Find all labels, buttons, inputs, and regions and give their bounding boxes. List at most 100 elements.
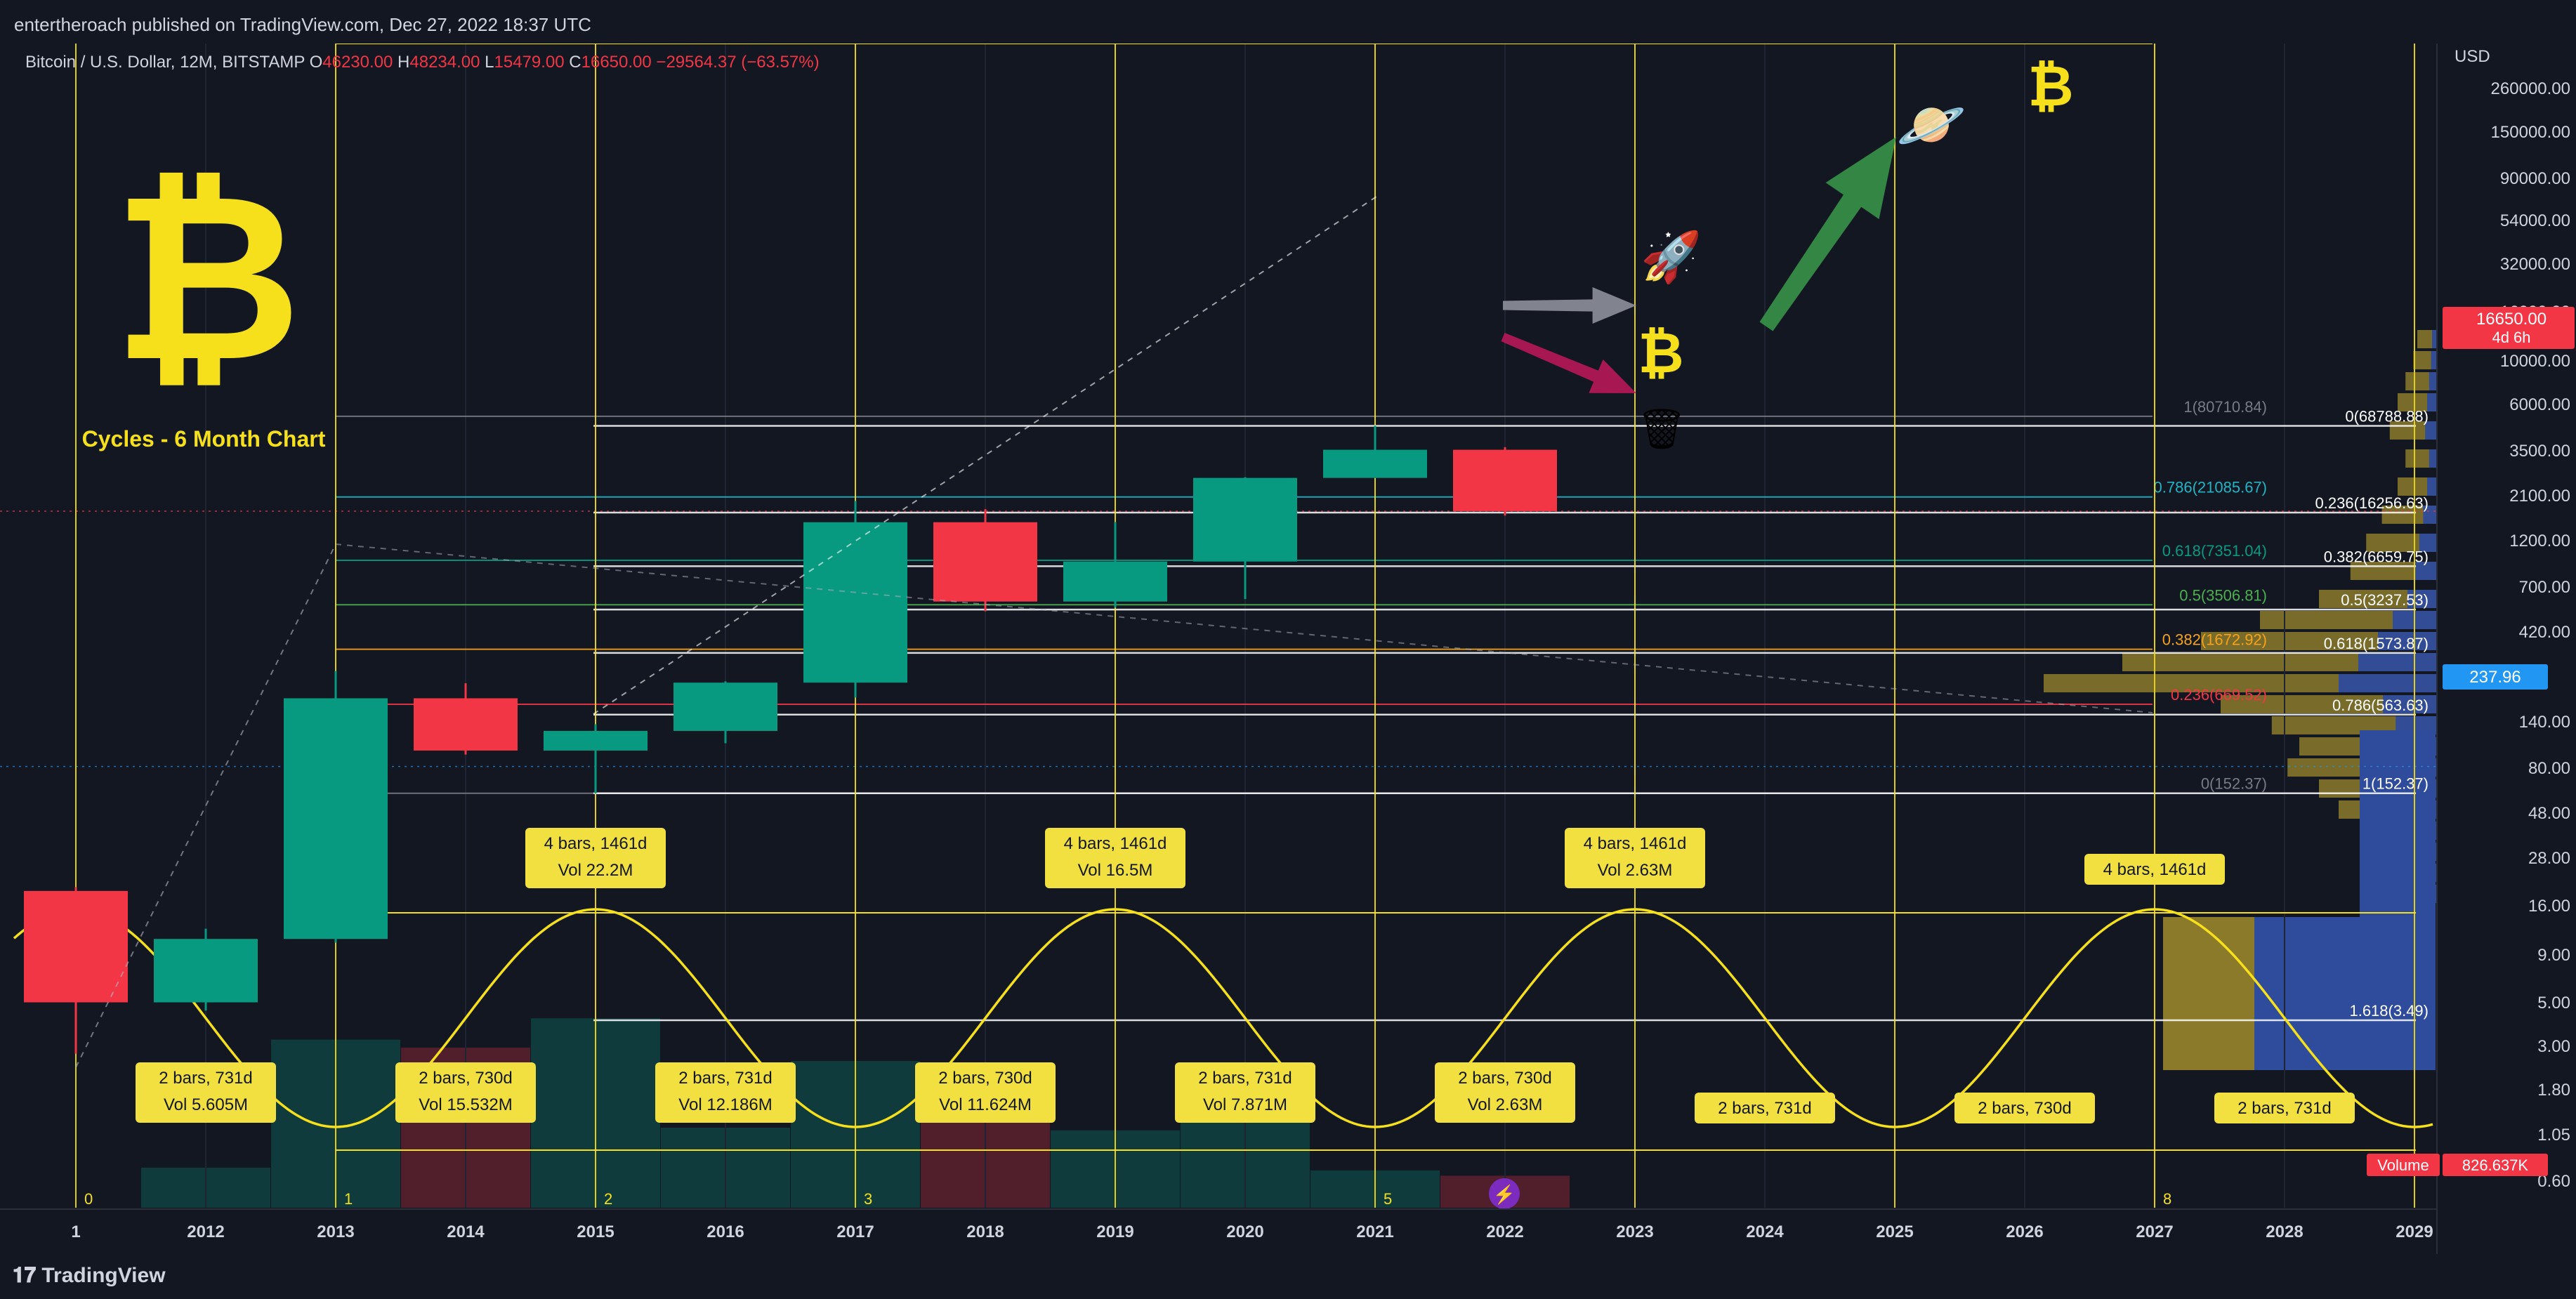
cycle-2y-label-text: 2 bars, 731d: [1718, 1099, 1811, 1118]
price-tick-label: 32000.00: [2500, 255, 2570, 274]
cycle-2y-label-text: 2 bars, 730d: [419, 1069, 512, 1088]
price-tick-label: 10000.00: [2500, 352, 2570, 371]
volume-profile-row-value: [2383, 695, 2437, 713]
price-tick-label: 140.00: [2519, 713, 2570, 732]
price-tick-label: 9.00: [2537, 946, 2570, 965]
price-tick-label: 90000.00: [2500, 169, 2570, 188]
time-tick-label: 2024: [1746, 1222, 1784, 1241]
time-tick-label: 2019: [1096, 1222, 1133, 1241]
volume-profile-block: [2254, 917, 2436, 1070]
symbol-legend: Bitcoin / U.S. Dollar, 12M, BITSTAMP O46…: [25, 53, 820, 72]
time-tick-label: 2021: [1356, 1222, 1393, 1241]
lightning-icon: ⚡: [1493, 1184, 1516, 1206]
price-tick-label: 28.00: [2528, 849, 2570, 868]
candle-body: [154, 939, 258, 1003]
cycle-2y-label-bg: [2214, 1093, 2355, 1123]
candle-body: [284, 698, 388, 939]
fib-right-label: 1(152.37): [2363, 775, 2429, 793]
candle-body: [1453, 449, 1557, 511]
cycle-2y-label-bg: [915, 1062, 1056, 1123]
cycle-2y-label-bg: [395, 1062, 536, 1123]
cycle-4y-label-bg: [1045, 828, 1185, 888]
fib-left-label: 0.786(21085.67): [2154, 479, 2267, 496]
volume-profile-block: [2163, 917, 2254, 1070]
cycle-2y-label-text: Vol 7.871M: [1203, 1095, 1287, 1114]
volume-value-text: 826.637K: [2462, 1156, 2529, 1174]
fib-left-label: 0(152.37): [2201, 775, 2267, 793]
tradingview-logo[interactable]: 𝟏𝟕 TradingView: [13, 1264, 166, 1288]
cycle-2y-label-text: 2 bars, 731d: [678, 1069, 772, 1088]
time-tick-label: 2023: [1616, 1222, 1653, 1241]
cycle-index-label: 0: [84, 1190, 93, 1208]
volume-profile-row-value: [2427, 477, 2437, 496]
time-axis[interactable]: 1 2012 2013 2014 2015 2016 2017 2018 2019 2020 202…: [0, 1208, 2437, 1241]
time-tick-label: 2028: [2266, 1222, 2303, 1241]
cycle-index-label: 2: [604, 1190, 612, 1208]
cycle-2y-label-bg: [1435, 1062, 1575, 1123]
fib-left-label: 0.382(1672.92): [2162, 631, 2267, 649]
symbol-legend-part: 16650.00: [581, 53, 657, 72]
publisher-line: entertheroach published on TradingView.c…: [14, 14, 591, 35]
volume-profile-row-value: [2423, 506, 2437, 524]
cycle-2y-label-text: Vol 15.532M: [419, 1095, 512, 1114]
time-tick-label: 2025: [1876, 1222, 1913, 1241]
fib-right-label: 0.382(6659.75): [2324, 548, 2429, 565]
chart-header: entertheroach published on TradingView.c…: [0, 0, 2576, 44]
price-tick-label: 54000.00: [2500, 211, 2570, 230]
price-axis-bg: [2437, 44, 2576, 1254]
symbol-legend-part: H: [397, 53, 409, 72]
cycle-2y-label-text: 2 bars, 730d: [1458, 1069, 1551, 1088]
price-tick-label: 3.00: [2537, 1037, 2570, 1056]
green-arrow: [1759, 137, 1896, 331]
cycle-2y-label-text: 2 bars, 730d: [1978, 1099, 2071, 1118]
tradingview-logo-text: TradingView: [41, 1264, 166, 1287]
price-chart[interactable]: 1(80710.84) 0.786(21085.67) 0.618(7351.04)…: [0, 44, 2576, 1254]
candle-body: [24, 890, 128, 1003]
time-tick-label: 2020: [1226, 1222, 1263, 1241]
price-tick-label: 16.00: [2528, 897, 2570, 916]
volume-profile-block: [2360, 730, 2436, 917]
volume-profile-row-value: [2419, 534, 2437, 552]
cycle-2y-label-text: Vol 11.624M: [939, 1095, 1032, 1114]
chart-footer: 𝟏𝟕 TradingView: [0, 1254, 2576, 1299]
fib-left-label: 0.5(3506.81): [2179, 586, 2267, 604]
candles: [24, 426, 1557, 1054]
volume-profile-row-value: [2407, 590, 2437, 608]
volume-profile-row-value: [2415, 562, 2437, 580]
cycle-2y-label-bg: [1695, 1093, 1835, 1123]
candle-body: [414, 698, 518, 751]
rocket-icon: 🚀: [1641, 229, 1702, 285]
candle-body: [673, 683, 777, 731]
crosshair-price-badge: [2443, 664, 2548, 690]
fib-left-label: 0.618(7351.04): [2162, 542, 2267, 560]
price-tick-label: 700.00: [2519, 578, 2570, 597]
volume-label-text: Volume: [2377, 1156, 2429, 1174]
cycle-2y-label-bg: [1954, 1093, 2095, 1123]
price-tick-label: 1.05: [2537, 1126, 2570, 1145]
time-tick-label: 2014: [447, 1222, 485, 1241]
cycle-4y-label-text: Vol 2.63M: [1598, 861, 1673, 880]
crosshair-price-value: 237.96: [2469, 668, 2521, 687]
fib-right-label: 1.618(3.49): [2349, 1002, 2429, 1020]
cycle-2y-label-bg: [136, 1062, 276, 1123]
fib-right-label: 0.786(563.63): [2332, 697, 2429, 714]
symbol-legend-part: 48234.00: [409, 53, 485, 72]
cycle-4y-label-bg: [2084, 854, 2225, 885]
cycle-2y-label-text: 2 bars, 731d: [1198, 1069, 1292, 1088]
cycle-2y-label-text: 2 bars, 730d: [938, 1069, 1032, 1088]
time-tick-label: 2016: [707, 1222, 744, 1241]
time-tick-label: 2027: [2136, 1222, 2173, 1241]
candle-body: [1193, 477, 1297, 562]
time-tick-label: 2015: [577, 1222, 614, 1241]
last-price-countdown: 4d 6h: [2492, 329, 2530, 346]
cycle-4y-label-text: 4 bars, 1461d: [2103, 860, 2207, 879]
fib-right-label: 0.236(16256.63): [2315, 494, 2429, 512]
price-tick-label: 5.00: [2537, 994, 2570, 1013]
time-tick-label: 1: [71, 1222, 80, 1241]
annotations: 4 bars, 1461d Vol 22.2M 4 bars, 1461d Vol 1…: [75, 55, 2355, 1209]
cycle-4y-label-text: 4 bars, 1461d: [1064, 834, 1167, 853]
fib-left-label: 0.236(669.52): [2171, 686, 2267, 704]
price-tick-label: 3500.00: [2509, 442, 2570, 461]
price-tick-label: 80.00: [2528, 759, 2570, 778]
